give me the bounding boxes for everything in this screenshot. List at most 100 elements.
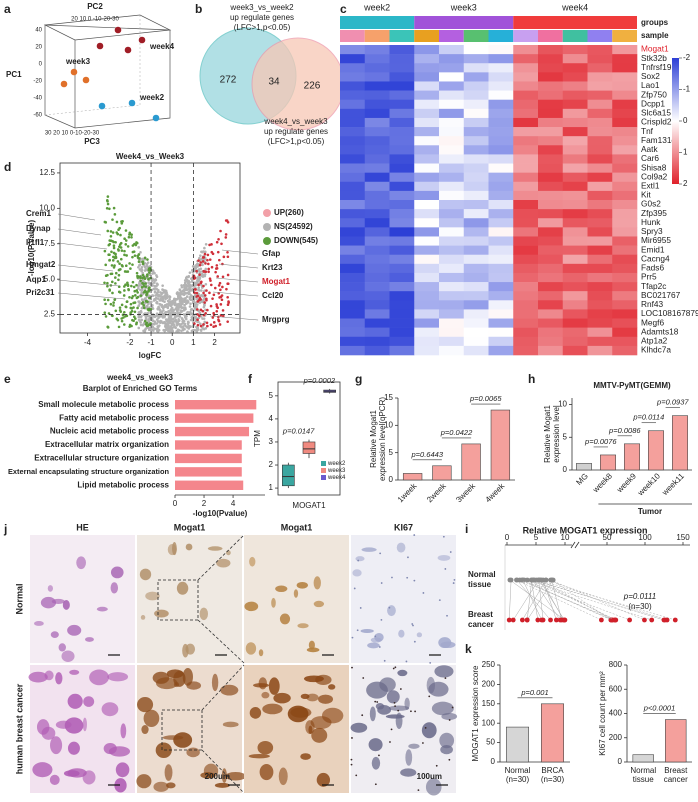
pair-line <box>522 579 542 621</box>
volcano-point <box>130 296 134 300</box>
volcano-point <box>210 243 213 246</box>
volcano-point <box>167 318 170 322</box>
volcano-point <box>179 299 183 303</box>
volcano-point <box>159 299 163 302</box>
volcano-point <box>162 321 166 325</box>
pair-line <box>522 579 613 621</box>
volcano-point <box>109 234 113 238</box>
heatmap-cell <box>488 181 514 192</box>
venn-label: week3_vs_week2 <box>229 3 294 12</box>
heatmap-cell <box>414 154 440 164</box>
tissue-blob <box>145 591 160 601</box>
tissue-blob <box>271 597 276 608</box>
heatmap-cell <box>340 309 366 319</box>
y-tick-label: 100 <box>482 718 496 727</box>
axis-label: KI67 cell count per mm² <box>598 671 607 756</box>
nucleus <box>444 677 447 680</box>
heatmap-cell <box>439 345 465 356</box>
gene-label: Stk32b <box>641 53 667 63</box>
volcano-point <box>114 309 118 313</box>
row-label: cancer <box>468 620 494 629</box>
gene-label: Dcpp1 <box>641 98 665 108</box>
volcano-point <box>214 324 218 328</box>
leader-line <box>57 279 120 287</box>
volcano-point <box>143 319 147 323</box>
volcano-point <box>151 325 155 329</box>
heatmap-cell <box>364 300 390 310</box>
sample-bar <box>587 30 613 42</box>
volcano-point <box>203 289 206 293</box>
x-tick-label: 100 <box>638 533 652 542</box>
sample-bar <box>562 30 588 42</box>
cancer-point <box>557 617 563 623</box>
tissue-blob <box>434 665 454 678</box>
volcano-point <box>111 291 114 295</box>
heatmap-cell <box>389 227 415 237</box>
tissue-blob <box>67 624 82 636</box>
heatmap-cell <box>538 309 564 319</box>
heatmap-cell <box>414 172 440 183</box>
volcano-point <box>185 275 189 279</box>
tissue-blob <box>273 692 291 704</box>
volcano-point <box>106 326 110 329</box>
volcano-point <box>114 255 118 258</box>
volcano-point <box>226 250 229 254</box>
heatmap-cell <box>513 245 539 256</box>
volcano-point <box>155 301 159 305</box>
tissue-blob <box>139 568 152 581</box>
volcano-point <box>153 327 156 330</box>
nucleus <box>412 624 414 627</box>
heatmap-cell <box>538 254 564 265</box>
gene-label: BC021767 <box>641 290 681 300</box>
heatmap-cell <box>612 154 638 164</box>
volcano-point <box>155 287 159 291</box>
heatmap-cell <box>389 200 415 210</box>
volcano-point <box>162 309 165 312</box>
pca-point <box>138 36 146 44</box>
volcano-point <box>217 284 221 287</box>
volcano-point <box>198 289 201 292</box>
volcano-point <box>120 264 124 267</box>
volcano-point <box>189 308 193 311</box>
heatmap-cell <box>463 272 489 283</box>
volcano-point <box>188 292 191 296</box>
nucleus <box>392 667 395 670</box>
volcano-point <box>183 303 186 307</box>
tissue-blob <box>388 705 410 711</box>
volcano-point <box>194 288 197 291</box>
p-value: p=0.0422 <box>440 428 473 437</box>
volcano-point <box>202 284 205 288</box>
heatmap-cell <box>439 254 465 265</box>
nucleus <box>374 700 377 703</box>
volcano-point <box>217 318 220 322</box>
heatmap-cell <box>414 108 440 119</box>
volcano-point <box>106 273 109 277</box>
heatmap-cell <box>364 282 390 292</box>
tissue-blob <box>315 674 332 686</box>
y-tick-label: 10.0 <box>39 203 55 212</box>
bar <box>624 443 640 471</box>
heatmap-cell <box>340 127 366 137</box>
nucleus <box>350 758 353 761</box>
tissue-blob <box>371 756 381 770</box>
volcano-point <box>172 323 176 327</box>
heatmap-cell <box>463 99 489 110</box>
zoom-box <box>157 579 199 621</box>
sample-bar <box>612 30 637 42</box>
heatmap-cell <box>513 136 539 146</box>
heatmap-cell <box>612 300 638 310</box>
pair-line <box>521 579 612 621</box>
cancer-point <box>661 617 667 623</box>
volcano-point <box>198 298 201 302</box>
pair-line <box>526 579 533 621</box>
volcano-point <box>111 231 115 234</box>
nucleus <box>388 606 391 609</box>
volcano-point <box>120 249 124 252</box>
volcano-point <box>132 285 136 289</box>
pair-line <box>538 579 544 621</box>
tissue-blob <box>296 581 309 589</box>
gene-label: Dynap <box>26 224 51 233</box>
sample-bar <box>513 30 538 42</box>
volcano-point <box>161 316 165 319</box>
heatmap-cell <box>364 209 390 219</box>
